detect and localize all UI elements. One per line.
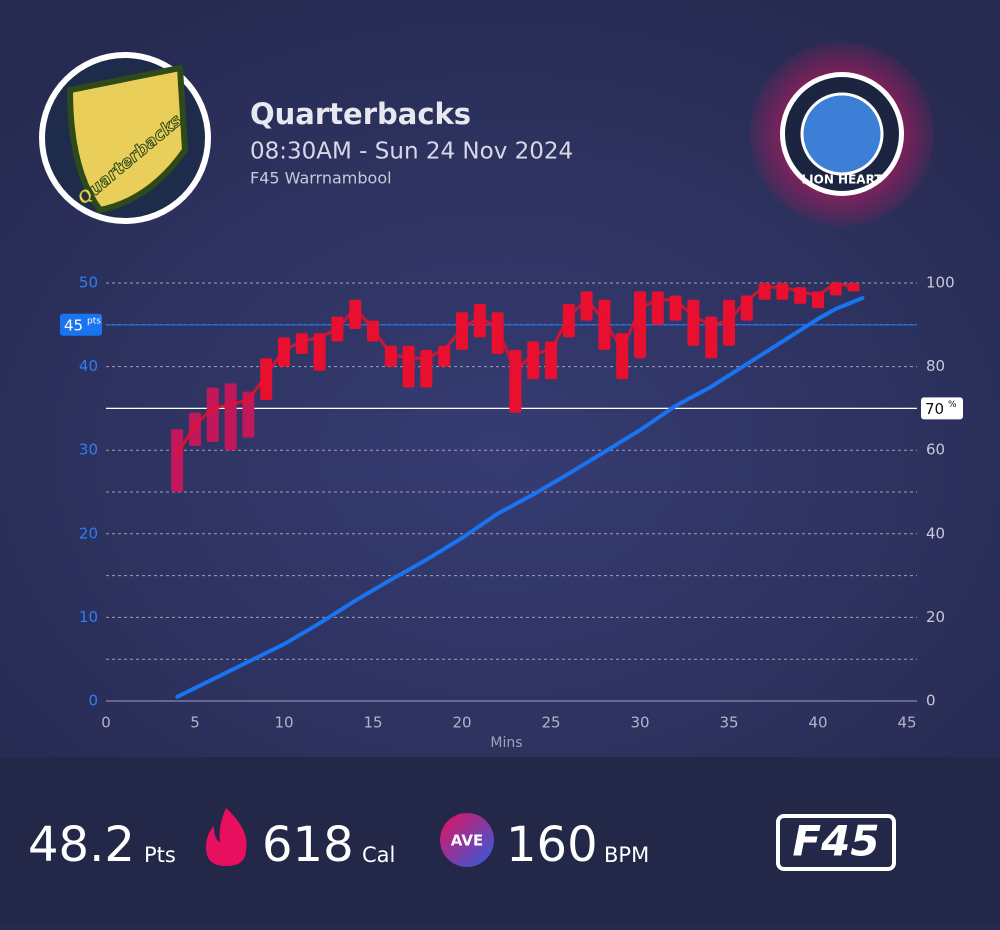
x-tick-label: 30 bbox=[630, 714, 649, 732]
reference-unit: % bbox=[948, 400, 957, 410]
hr-range-bar bbox=[491, 312, 504, 355]
x-tick-label: 10 bbox=[274, 714, 293, 732]
hr-range-bar bbox=[295, 333, 308, 355]
y2-tick-label: 60 bbox=[926, 441, 945, 459]
hr-range-bar bbox=[687, 299, 700, 346]
x-tick-label: 0 bbox=[101, 714, 111, 732]
x-tick-label: 15 bbox=[363, 714, 382, 732]
footer-background bbox=[0, 757, 1000, 926]
reference-label-box bbox=[921, 397, 963, 420]
location: F45 Warrnambool bbox=[250, 169, 392, 188]
x-tick-label: 45 bbox=[897, 714, 916, 732]
hr-range-bar bbox=[473, 303, 486, 338]
hr-range-bar bbox=[171, 429, 184, 492]
calories-unit: Cal bbox=[362, 843, 395, 867]
hr-range-bar bbox=[723, 299, 735, 346]
team-shield bbox=[66, 64, 189, 214]
hr-range-bar bbox=[349, 299, 362, 329]
hr-range-bar bbox=[598, 299, 611, 350]
bpm-unit: BPM bbox=[604, 843, 649, 867]
hr-range-bar bbox=[313, 333, 326, 371]
hr-range-bar bbox=[634, 291, 646, 359]
x-tick-label: 5 bbox=[190, 714, 200, 732]
points-value: 48.2 bbox=[28, 817, 135, 873]
reference-label: 70 bbox=[925, 400, 944, 418]
y-tick-label: 0 bbox=[88, 692, 98, 710]
hr-range-bar bbox=[776, 283, 789, 300]
calories-value: 618 bbox=[262, 817, 354, 873]
hr-range-bar bbox=[527, 341, 540, 380]
hr-line bbox=[175, 281, 856, 456]
y-tick-label: 50 bbox=[79, 274, 98, 292]
brand-logo: F45 bbox=[792, 817, 879, 866]
ave-badge bbox=[440, 813, 494, 867]
hr-range-bar bbox=[402, 345, 415, 388]
y-tick-label: 20 bbox=[79, 524, 98, 542]
y2-tick-label: 40 bbox=[926, 524, 945, 542]
x-tick-label: 35 bbox=[719, 714, 738, 732]
y2-tick-label: 80 bbox=[926, 357, 945, 375]
y-tick-label: 30 bbox=[79, 441, 98, 459]
hr-range-bar bbox=[651, 291, 664, 325]
opponent-logo-text: LION HEART bbox=[802, 173, 884, 187]
hr-range-bar bbox=[206, 387, 219, 442]
calorie-icon bbox=[206, 808, 247, 866]
ave-badge-text: AVE bbox=[451, 832, 483, 850]
opponent-lion bbox=[800, 92, 884, 176]
x-tick-label: 25 bbox=[541, 714, 560, 732]
y-tick-label: 10 bbox=[79, 608, 98, 626]
subtitle: 08:30AM - Sun 24 Nov 2024 bbox=[250, 139, 573, 165]
x-tick-label: 20 bbox=[452, 714, 471, 732]
reference-label: 45 bbox=[64, 316, 83, 334]
points-line bbox=[175, 296, 865, 699]
brand-box bbox=[776, 814, 896, 871]
hr-range-bar bbox=[224, 383, 237, 451]
hr-range-bar bbox=[242, 391, 255, 438]
y-tick-label: 40 bbox=[79, 357, 98, 375]
reference-label-box bbox=[60, 313, 102, 336]
y2-tick-label: 0 bbox=[926, 692, 936, 710]
x-tick-label: 40 bbox=[808, 714, 827, 732]
reference-unit: pts bbox=[87, 316, 101, 326]
hr-range-bar bbox=[705, 316, 718, 359]
hr-range-bar bbox=[562, 303, 575, 338]
bpm-value: 160 bbox=[506, 817, 598, 873]
y2-tick-label: 20 bbox=[926, 608, 945, 626]
x-axis-label: Mins bbox=[490, 735, 522, 751]
hr-range-bar bbox=[580, 291, 593, 321]
chart: 0 10 20 30 40 50 0 20 40 60 80 100 0 5 10 15 20 25 30 35 40 4… bbox=[60, 274, 963, 751]
title: Quarterbacks bbox=[250, 97, 471, 131]
points-unit: Pts bbox=[144, 843, 176, 867]
y2-tick-label: 100 bbox=[926, 274, 955, 292]
